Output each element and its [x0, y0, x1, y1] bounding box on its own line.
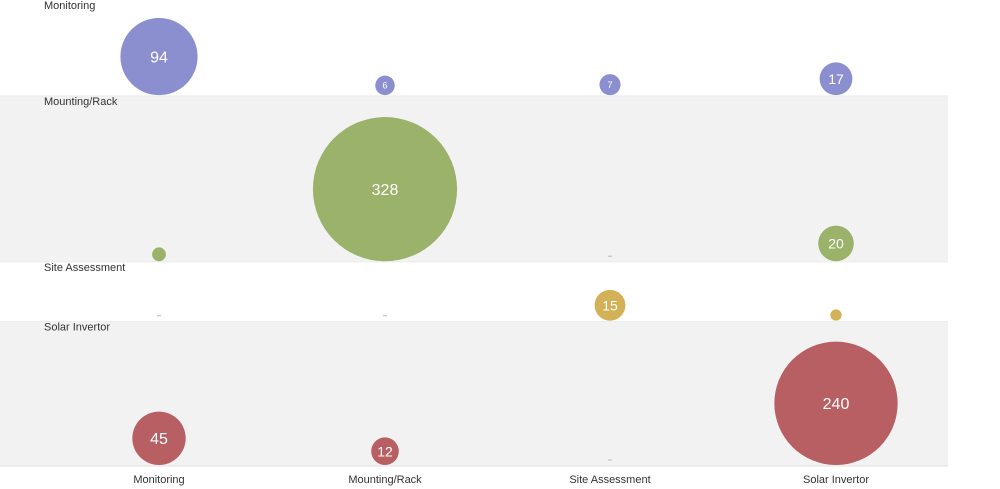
bubble-monitoring-solar-invertor[interactable] [819, 62, 853, 96]
bubble-mounting-rack-monitoring[interactable] [152, 247, 166, 262]
bubble-label-monitoring-solar-invertor: 17 [828, 71, 844, 87]
row-label-site-assessment: Site Assessment [44, 262, 125, 274]
bubble-label-monitoring-site-assessment: 7 [607, 80, 612, 90]
row-band-mounting-rack [0, 96, 948, 263]
row-labels: Monitoring Mounting/Rack Site Assessment So… [44, 0, 125, 334]
row-label-solar-invertor: Solar Invertor [44, 322, 110, 334]
bubble-label-solar-invertor-monitoring: 45 [150, 431, 168, 448]
bubble-monitoring-monitoring[interactable] [120, 17, 198, 96]
bubble-label-solar-invertor-mounting-rack: 12 [377, 443, 393, 459]
bubble-site-assessment-site-assessment[interactable] [594, 289, 626, 321]
row-band-site-assessment [0, 262, 948, 322]
x-axis-label-mounting-rack: Mounting/Rack [348, 474, 422, 486]
bubble-mounting-rack-solar-invertor[interactable] [818, 225, 854, 262]
bubble-label-monitoring-mounting-rack: 6 [382, 81, 387, 91]
bubble-monitoring-site-assessment[interactable] [599, 74, 621, 96]
bubble-label-monitoring-monitoring: 94 [150, 49, 168, 66]
bubble-mounting-rack-mounting-rack[interactable] [312, 117, 458, 262]
bubble-label-solar-invertor-solar-invertor: 240 [823, 396, 850, 413]
bubble-solar-invertor-solar-invertor[interactable] [774, 341, 898, 465]
x-axis-label-monitoring: Monitoring [133, 474, 184, 486]
bubbles: 94 6 7 17 328 20 15 45 12 240 [120, 17, 898, 466]
bubble-label-site-assessment-site-assessment: 15 [602, 297, 618, 313]
x-axis-labels: Monitoring Mounting/Rack Site Assessment So… [133, 474, 869, 486]
bubble-solar-invertor-monitoring[interactable] [132, 411, 186, 466]
bubble-monitoring-mounting-rack[interactable] [375, 75, 395, 96]
bubble-site-assessment-solar-invertor[interactable] [830, 309, 842, 321]
row-label-monitoring: Monitoring [44, 0, 95, 12]
x-axis-label-site-assessment: Site Assessment [569, 474, 650, 486]
bubble-solar-invertor-mounting-rack[interactable] [371, 437, 399, 466]
bubble-label-mounting-rack-solar-invertor: 20 [828, 235, 844, 251]
x-axis-label-solar-invertor: Solar Invertor [803, 474, 869, 486]
row-label-mounting-rack: Mounting/Rack [44, 96, 118, 108]
bubble-label-mounting-rack-mounting-rack: 328 [372, 182, 399, 199]
